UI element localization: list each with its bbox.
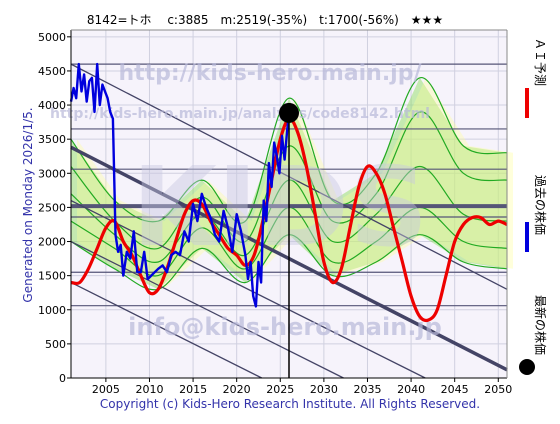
y-tick-label: 2000 [38, 236, 66, 249]
x-tick-label: 2030 [310, 383, 338, 396]
watermark-mail: info@kids-hero.main.jp [128, 313, 442, 341]
y-tick-label: 3500 [38, 133, 66, 146]
copyright-footer: Copyright (c) Kids-Hero Research Institu… [100, 397, 480, 411]
trend-line [70, 200, 426, 379]
y-tick-label: 2500 [38, 201, 66, 214]
band-line [70, 77, 508, 224]
latest-price-dot [279, 102, 299, 123]
history-line [69, 62, 291, 308]
y-tick-label: 0 [59, 372, 66, 385]
y-tick-label: 500 [45, 338, 66, 351]
x-tick-label: 2010 [135, 383, 163, 396]
y-tick-label: 1000 [38, 304, 66, 317]
legend-swatch-latest [519, 359, 535, 375]
legend-label-prediction: ＡＩ予測 [533, 38, 547, 86]
x-tick-label: 2025 [266, 383, 294, 396]
x-tick-label: 2050 [484, 383, 512, 396]
trend-line [70, 240, 344, 379]
latest-marker [279, 102, 299, 378]
y-tick-label: 4000 [38, 99, 66, 112]
x-tick-label: 2035 [353, 383, 381, 396]
legend-label-latest: 最新の株価 [533, 295, 548, 355]
y-tick-label: 3000 [38, 167, 66, 180]
legend-label-history: 過去の株価 [533, 175, 548, 235]
watermark-analysis-url: http://kids-hero.main.jp/analysis/code81… [50, 106, 430, 122]
chart-header: 8142=トホ c:3885 m:2519(-35%) t:1700(-56%)… [87, 13, 443, 27]
x-tick-label: 2015 [179, 383, 207, 396]
x-tick-label: 2005 [92, 383, 120, 396]
trend-line [70, 281, 263, 379]
y-tick-label: 4500 [38, 65, 66, 78]
legend: ＡＩ予測 過去の株価 最新の株価 [519, 38, 548, 375]
generated-date-label: Generated on Monday 2026/1/5. [21, 107, 35, 302]
x-axis-ticks: 2005 2010 2015 2020 2025 2030 2035 2040 2045 2050 [92, 378, 512, 396]
y-axis-ticks: 0 500 1000 1500 2000 2500 3000 3500 4000 4500 5000 [38, 31, 71, 385]
x-tick-label: 2020 [223, 383, 251, 396]
y-tick-label: 1500 [38, 270, 66, 283]
x-tick-label: 2040 [397, 383, 425, 396]
watermark-url: http://kids-hero.main.jp/ [118, 61, 422, 86]
x-tick-label: 2045 [441, 383, 469, 396]
y-tick-label: 5000 [38, 31, 66, 44]
